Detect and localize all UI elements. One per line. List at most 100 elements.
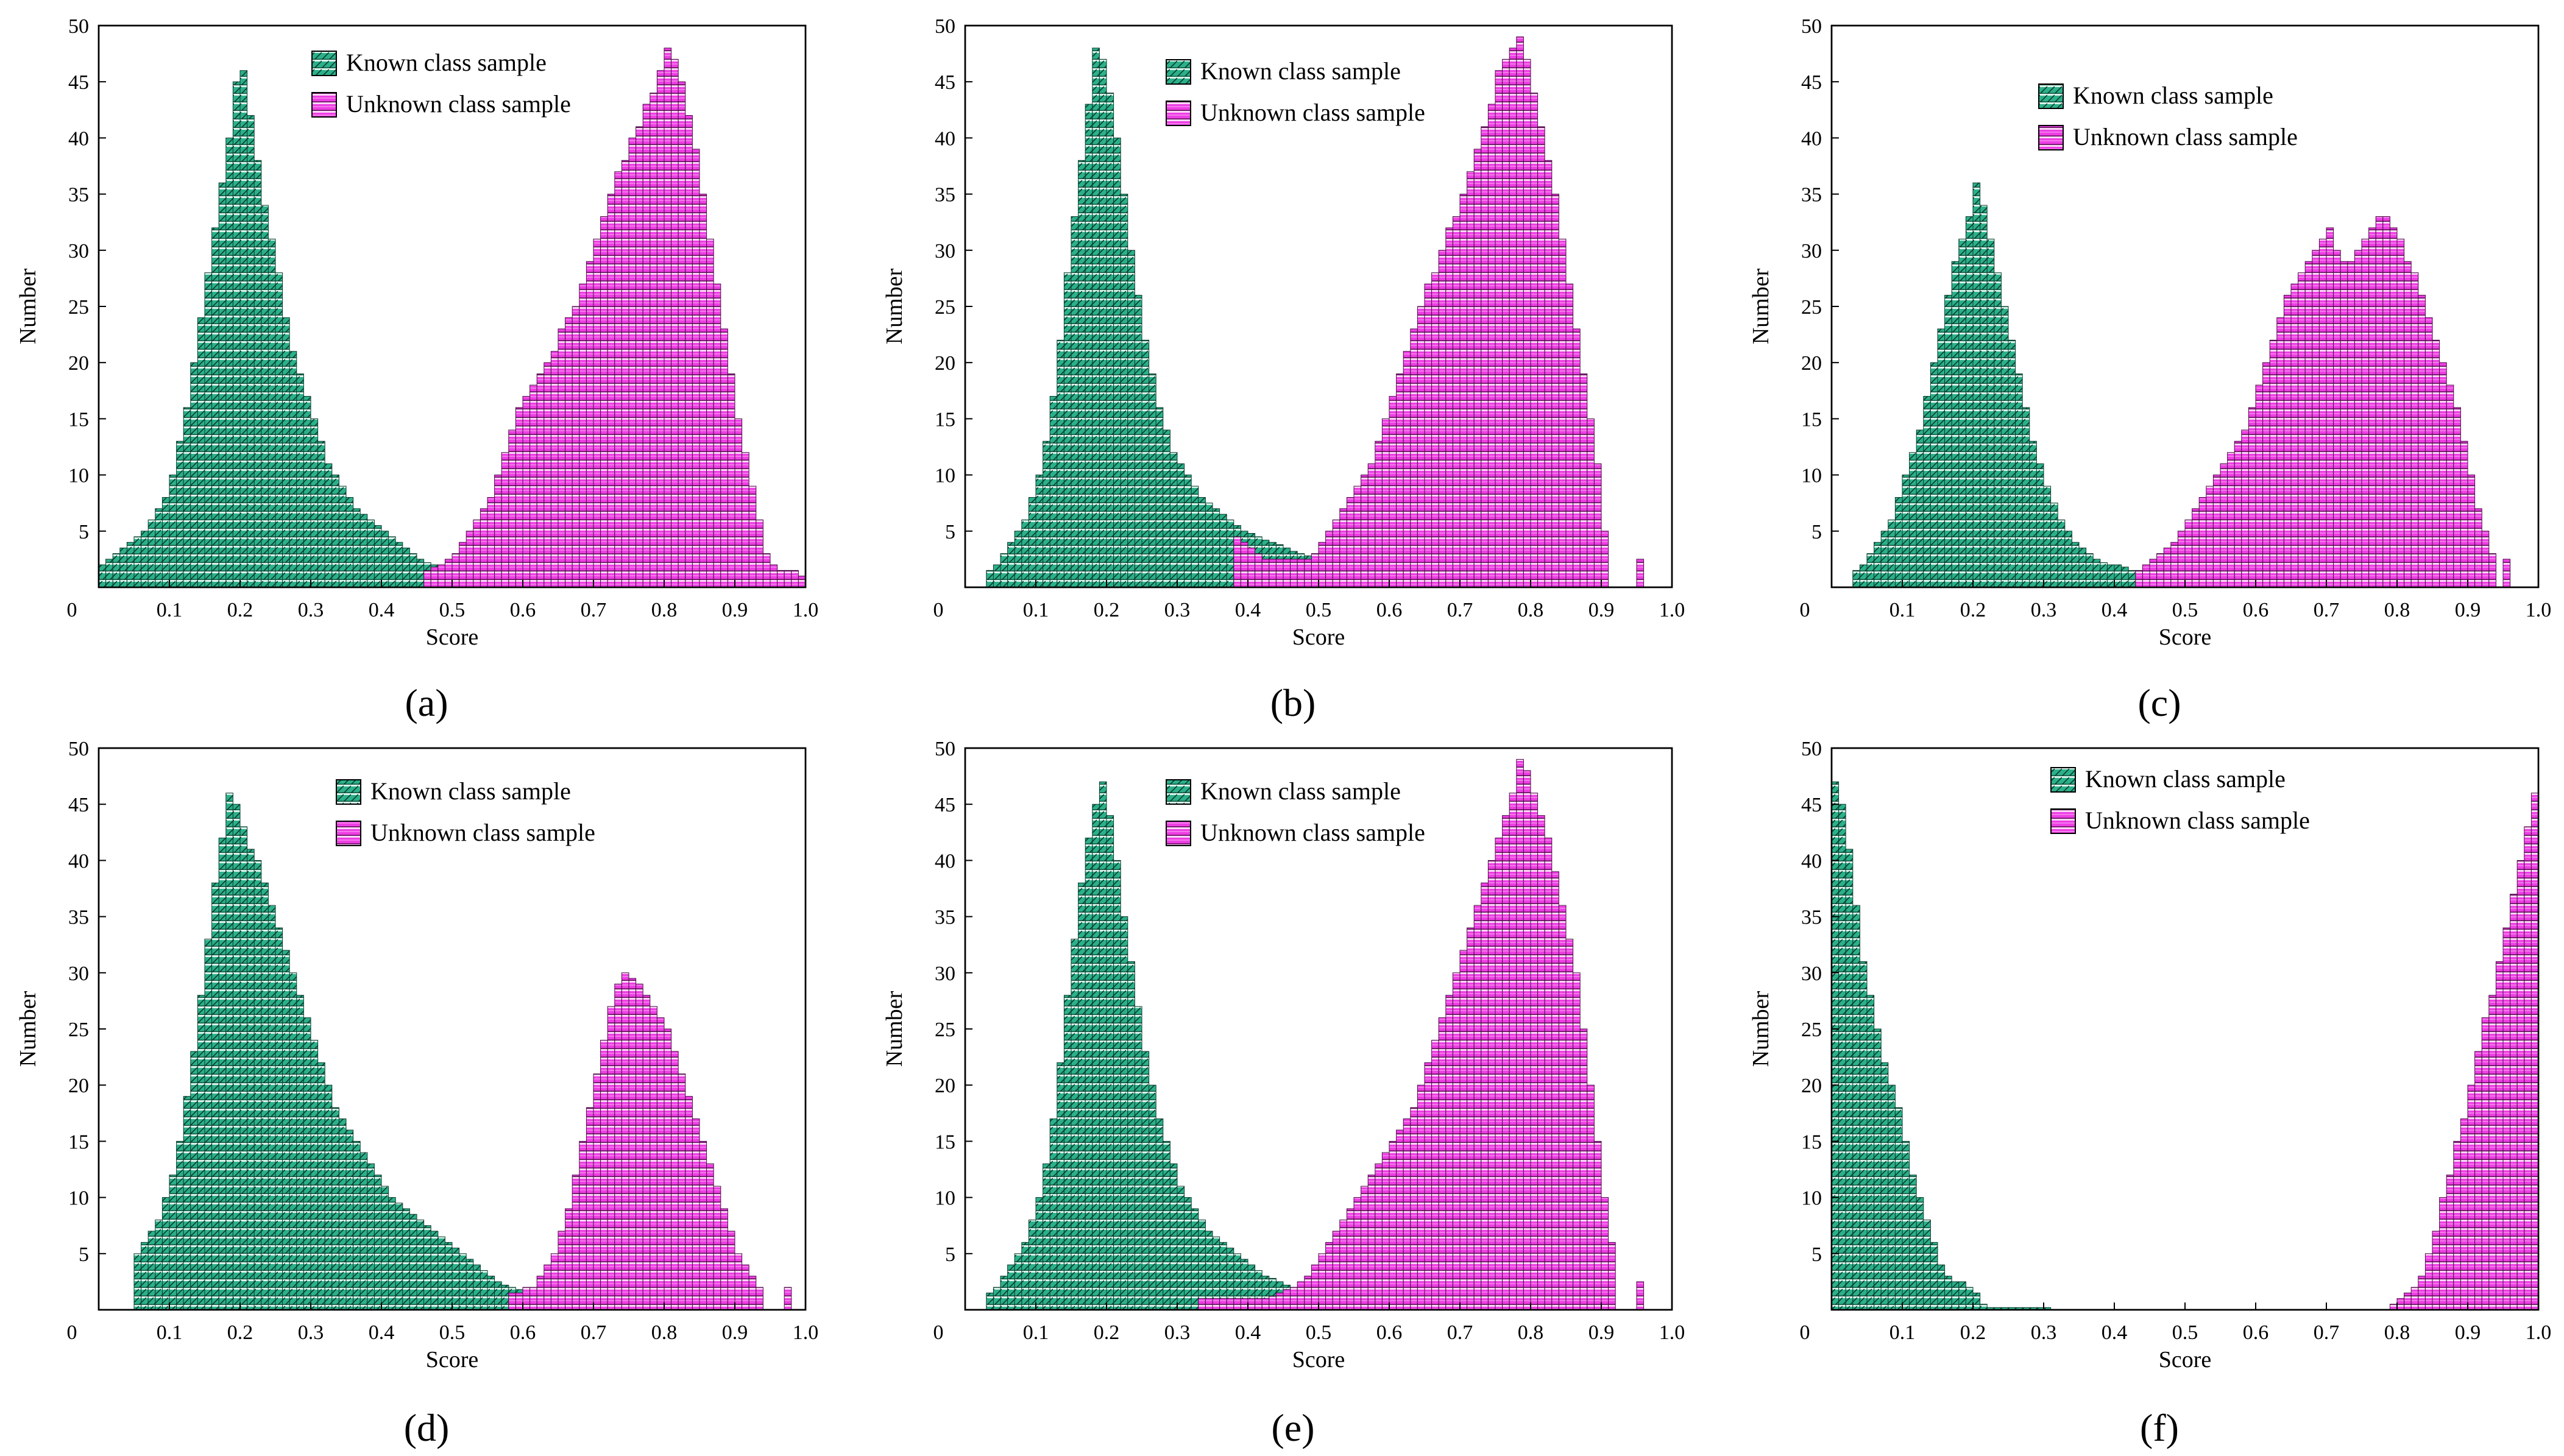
y-tick-label: 15 xyxy=(68,408,89,431)
x-tick-label: 0.9 xyxy=(722,599,748,621)
bar xyxy=(1113,860,1121,1310)
bar xyxy=(480,508,488,588)
bar xyxy=(734,418,743,588)
bar xyxy=(1021,1242,1029,1310)
bar xyxy=(1544,160,1553,588)
bar xyxy=(218,838,227,1310)
bar xyxy=(1565,938,1574,1310)
bar xyxy=(423,1225,431,1310)
y-tick-label: 45 xyxy=(1801,794,1822,816)
bar xyxy=(2453,1140,2461,1310)
bar xyxy=(1965,216,1974,588)
bar xyxy=(1085,104,1093,588)
bar xyxy=(1852,905,1860,1310)
bar xyxy=(2439,362,2447,588)
bar xyxy=(1551,871,1559,1310)
bar xyxy=(706,238,714,588)
legend-swatch-unknown xyxy=(311,92,337,118)
bar xyxy=(183,407,191,588)
bar xyxy=(2467,1084,2476,1310)
bar xyxy=(2283,295,2292,588)
x-tick-label: 0.3 xyxy=(298,599,324,621)
bar xyxy=(1247,547,1256,588)
legend-swatch-known xyxy=(336,779,361,805)
bar xyxy=(1000,553,1008,588)
bar xyxy=(1043,1163,1050,1310)
bar xyxy=(1127,961,1135,1310)
bar xyxy=(1502,815,1510,1310)
bar xyxy=(508,429,516,588)
bar xyxy=(2354,250,2362,588)
bar xyxy=(1177,463,1185,588)
bar xyxy=(1184,475,1192,588)
x-axis-label: Score xyxy=(426,624,479,650)
series-known xyxy=(98,70,481,588)
bar xyxy=(1063,995,1072,1310)
bar xyxy=(487,1276,495,1310)
bar xyxy=(1410,328,1418,588)
y-tick-label: 30 xyxy=(1801,963,1822,985)
bar xyxy=(1888,519,1896,588)
bar xyxy=(1438,250,1447,588)
legend-label-known: Known class sample xyxy=(346,49,547,76)
bar xyxy=(1275,559,1284,588)
bar xyxy=(310,1039,319,1310)
bar xyxy=(1155,1119,1164,1310)
bar xyxy=(1438,1017,1447,1310)
x-tick-label: 0.1 xyxy=(157,599,183,621)
x-tick-label: 0.9 xyxy=(2455,599,2481,621)
bar xyxy=(211,227,219,588)
bar xyxy=(600,1039,608,1310)
bar xyxy=(1396,373,1404,588)
bar xyxy=(993,564,1001,588)
bar xyxy=(2050,503,2058,588)
y-tick-label: 25 xyxy=(935,1019,955,1041)
bar xyxy=(1894,1107,1903,1310)
bar xyxy=(494,475,502,588)
bar xyxy=(1063,272,1072,588)
bar xyxy=(636,126,643,588)
bar xyxy=(176,1140,184,1310)
bar xyxy=(381,531,389,588)
bar xyxy=(416,559,425,588)
bar xyxy=(770,564,778,588)
legend: Known class sample Unknown class sample xyxy=(2038,82,2298,150)
x-tick-label: 0.7 xyxy=(2314,1321,2340,1344)
bar xyxy=(1866,553,1875,588)
x-tick-label: 0.2 xyxy=(227,1321,253,1344)
bar xyxy=(1240,1298,1248,1310)
bar xyxy=(756,519,763,588)
bar xyxy=(1339,1219,1347,1310)
bar xyxy=(1403,351,1411,588)
bar xyxy=(1909,1175,1917,1310)
bar xyxy=(2460,1119,2468,1310)
bar xyxy=(1283,559,1291,588)
y-axis-label: Number xyxy=(882,991,907,1067)
bar xyxy=(147,519,156,588)
x-tick-label: 1.0 xyxy=(1659,599,1685,621)
bar xyxy=(572,1175,580,1310)
bar xyxy=(1149,373,1156,588)
bar xyxy=(147,1231,156,1310)
bar xyxy=(1530,93,1539,588)
y-axis-label: Number xyxy=(1748,991,1774,1067)
y-tick-label: 35 xyxy=(935,906,955,929)
bar xyxy=(2036,463,2044,588)
bar xyxy=(416,1219,425,1310)
bar xyxy=(2446,1175,2454,1310)
bar xyxy=(1184,1197,1192,1310)
bar xyxy=(522,396,531,588)
x-tick-label: 0.1 xyxy=(1023,599,1049,621)
bar xyxy=(1381,418,1390,588)
x-tick-label: 0.5 xyxy=(439,1321,466,1344)
legend-swatch-unknown xyxy=(2050,808,2076,834)
bar xyxy=(550,351,559,588)
bar xyxy=(225,137,233,588)
bar xyxy=(1452,972,1461,1310)
bar xyxy=(197,317,205,588)
x-tick-label: 0 xyxy=(67,1321,77,1344)
y-tick-label: 30 xyxy=(1801,240,1822,263)
bar xyxy=(2227,452,2235,588)
bar xyxy=(1021,519,1029,588)
legend-label-known: Known class sample xyxy=(1200,777,1401,805)
